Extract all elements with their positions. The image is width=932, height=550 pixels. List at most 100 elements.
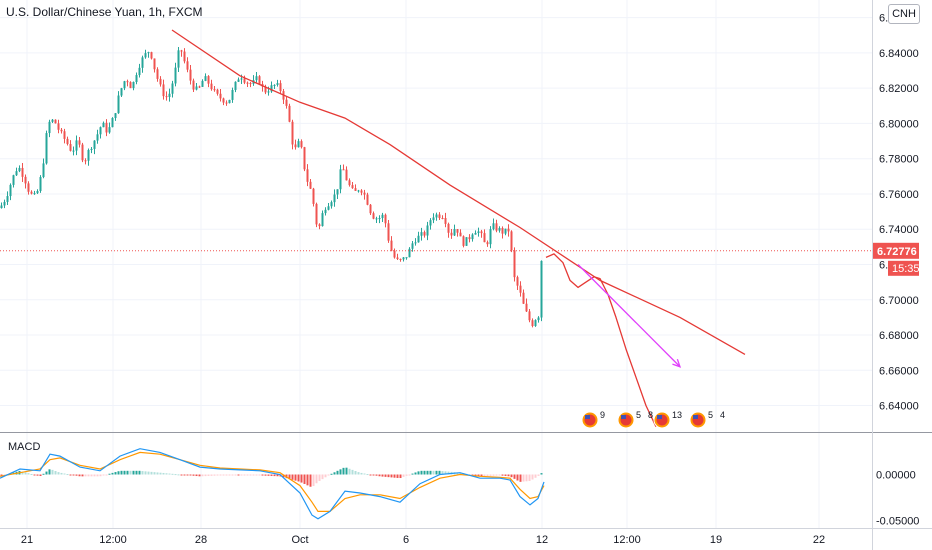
candle-body: [492, 223, 495, 230]
macd-histogram-bar: [93, 474, 96, 477]
candle-body: [69, 144, 72, 151]
candle: [363, 189, 366, 200]
macd-line: [0, 448, 545, 520]
candle-body: [219, 93, 222, 99]
time-tick-label: 12: [536, 534, 548, 546]
candle-body: [489, 229, 492, 245]
macd-histogram-bar: [501, 474, 504, 476]
candle-body: [291, 121, 294, 145]
event-flag-group[interactable]: 13: [653, 410, 682, 429]
candle-body: [96, 134, 99, 141]
macd-histogram-bar: [417, 471, 420, 475]
macd-tick-label: -0.05000: [876, 516, 919, 528]
candle-body: [243, 78, 246, 83]
candle-body: [420, 232, 423, 236]
forecast-path[interactable]: [545, 253, 657, 427]
candle-body: [120, 88, 123, 96]
candle-body: [360, 190, 363, 193]
candle: [180, 49, 183, 57]
macd-histogram-bar: [180, 474, 183, 476]
candle-body: [204, 76, 207, 81]
macd-histogram-bar: [45, 471, 48, 475]
macd-histogram-bar: [423, 470, 426, 475]
candle: [276, 79, 279, 87]
candle-body: [6, 196, 9, 202]
macd-histogram-bar: [336, 470, 339, 475]
economic-events[interactable]: 9 5 8 13 5 4: [581, 410, 725, 429]
macd-histogram-bar: [201, 474, 204, 477]
candle: [366, 192, 369, 206]
macd-histogram-bar: [171, 473, 174, 475]
candle: [108, 122, 111, 134]
macd-histogram-bar: [126, 470, 129, 475]
candle-body: [27, 183, 30, 192]
candle: [285, 96, 288, 109]
candle: [378, 215, 381, 224]
macd-histogram-bar: [303, 474, 306, 484]
candle: [279, 80, 282, 95]
symbol-badge[interactable]: CNH: [888, 4, 920, 24]
candle: [27, 181, 30, 195]
candle: [198, 85, 201, 88]
macd-histogram-bar: [522, 474, 525, 482]
event-count: 13: [672, 410, 682, 420]
macd-histogram-bar: [21, 471, 24, 475]
candle: [195, 82, 198, 91]
candle: [420, 227, 423, 241]
macd-histogram-bar: [213, 474, 216, 476]
macd-histogram-bar: [447, 471, 450, 475]
candle-body: [189, 69, 192, 81]
candle-body: [24, 176, 27, 184]
macd-histogram-bar: [534, 474, 537, 478]
candle-body: [195, 86, 198, 90]
candle-body: [54, 119, 57, 124]
macd-histogram-bar: [384, 474, 387, 477]
candle-body: [36, 190, 39, 194]
macd-pane: [0, 448, 545, 520]
candle: [6, 191, 9, 206]
drawings[interactable]: [0, 29, 872, 427]
candle-body: [138, 67, 141, 76]
candle: [282, 89, 285, 105]
macd-histogram-bar: [360, 472, 363, 475]
candle-body: [18, 167, 21, 172]
macd-histogram-bar: [198, 474, 201, 477]
candle-body: [342, 169, 345, 171]
countdown-bg: [888, 260, 919, 276]
candle-body: [153, 58, 156, 70]
projection-arrow[interactable]: [577, 264, 681, 368]
candle-body: [273, 84, 276, 86]
candle-body: [516, 277, 519, 286]
candle-body: [456, 229, 459, 233]
candle: [483, 229, 486, 243]
candle: [408, 247, 411, 258]
candle: [489, 226, 492, 249]
macd-histogram-bar: [99, 474, 102, 477]
event-flag-group[interactable]: 9: [581, 410, 605, 429]
candle-body: [186, 61, 189, 70]
candle: [183, 48, 186, 64]
candle: [417, 231, 420, 243]
last-price-tag: 6.72776 15:35: [873, 242, 920, 276]
candle-body: [498, 228, 501, 231]
candle: [312, 187, 315, 207]
candle: [153, 58, 156, 73]
macd-histogram-bar: [540, 473, 543, 475]
candle: [90, 147, 93, 154]
macd-histogram-bar: [330, 473, 333, 475]
macd-histogram-bar: [81, 474, 84, 477]
candle-body: [102, 122, 105, 128]
macd-histogram-bar: [390, 474, 393, 478]
candle: [399, 258, 402, 262]
time-tick-label: 19: [710, 534, 722, 546]
macd-histogram-bar: [312, 474, 315, 487]
candle: [348, 178, 351, 187]
candle: [246, 81, 249, 87]
downtrend-line[interactable]: [171, 29, 746, 355]
macd-histogram-bar: [219, 474, 222, 476]
candle-body: [147, 52, 150, 54]
macd-histogram-bar: [504, 474, 507, 476]
